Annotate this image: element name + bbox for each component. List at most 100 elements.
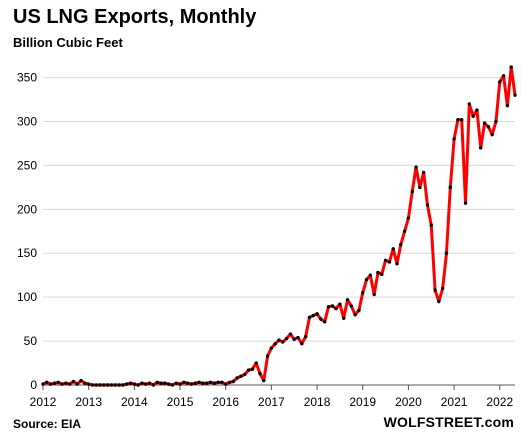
data-point bbox=[342, 316, 346, 320]
data-point bbox=[79, 378, 83, 383]
data-point bbox=[273, 342, 277, 346]
data-point bbox=[315, 312, 319, 316]
data-point bbox=[151, 383, 156, 387]
data-point bbox=[349, 304, 354, 308]
x-tick-label: 2022 bbox=[486, 395, 513, 409]
data-point bbox=[368, 273, 373, 277]
data-point bbox=[425, 203, 430, 207]
data-point bbox=[380, 272, 384, 277]
y-tick-label: 0 bbox=[30, 378, 37, 392]
data-point bbox=[364, 277, 369, 282]
data-point bbox=[479, 146, 483, 150]
data-point bbox=[185, 381, 190, 385]
data-point bbox=[444, 251, 449, 255]
data-point bbox=[117, 383, 121, 387]
data-point bbox=[159, 381, 163, 385]
data-point bbox=[235, 376, 239, 380]
data-point bbox=[486, 125, 491, 129]
data-point bbox=[64, 381, 68, 385]
x-tick-label: 2014 bbox=[121, 395, 148, 409]
data-point bbox=[277, 338, 281, 342]
data-point bbox=[224, 382, 228, 386]
x-tick-label: 2020 bbox=[395, 395, 422, 409]
data-point bbox=[128, 381, 133, 385]
data-point bbox=[163, 381, 167, 385]
data-point bbox=[67, 382, 72, 386]
source-note: Source: EIA bbox=[13, 417, 82, 431]
data-point bbox=[288, 332, 293, 336]
data-point bbox=[326, 305, 331, 309]
x-tick-label: 2015 bbox=[167, 395, 194, 409]
data-point bbox=[406, 216, 411, 220]
brand-watermark: WOLFSTREET.com bbox=[383, 414, 514, 430]
x-tick-label: 2013 bbox=[75, 395, 102, 409]
data-point bbox=[475, 108, 479, 112]
data-point bbox=[52, 381, 57, 385]
data-point bbox=[98, 383, 102, 387]
data-point bbox=[83, 381, 87, 385]
data-point bbox=[201, 381, 205, 385]
data-point bbox=[178, 382, 182, 386]
x-tick-label: 2016 bbox=[212, 395, 239, 409]
data-point bbox=[86, 382, 91, 386]
data-point bbox=[174, 381, 178, 385]
data-point bbox=[410, 190, 414, 194]
data-point bbox=[197, 380, 201, 385]
data-point bbox=[505, 103, 510, 108]
data-point bbox=[170, 383, 175, 387]
data-point bbox=[509, 65, 513, 69]
data-point bbox=[269, 346, 274, 350]
data-point bbox=[113, 383, 118, 387]
x-tick-label: 2019 bbox=[349, 395, 376, 409]
x-tick-label: 2012 bbox=[30, 395, 57, 409]
y-tick-label: 50 bbox=[24, 334, 38, 348]
x-tick-label: 2018 bbox=[304, 395, 331, 409]
data-point bbox=[125, 382, 129, 386]
y-tick-label: 300 bbox=[17, 114, 37, 128]
data-point bbox=[204, 381, 209, 385]
data-point bbox=[490, 132, 494, 137]
data-point bbox=[334, 306, 338, 311]
data-point bbox=[501, 74, 506, 78]
data-point bbox=[132, 382, 137, 386]
data-point bbox=[250, 367, 255, 371]
data-point bbox=[227, 380, 232, 385]
data-point bbox=[513, 93, 517, 97]
chart-subtitle: Billion Cubic Feet bbox=[13, 35, 123, 50]
data-point bbox=[402, 229, 407, 233]
data-point bbox=[212, 381, 216, 385]
data-point bbox=[399, 242, 403, 247]
data-point bbox=[456, 118, 460, 122]
data-point bbox=[216, 380, 220, 385]
data-point bbox=[391, 247, 395, 251]
data-point bbox=[414, 165, 418, 169]
data-point bbox=[482, 121, 487, 125]
data-point bbox=[90, 383, 95, 387]
data-point bbox=[433, 288, 437, 292]
y-tick-label: 200 bbox=[17, 202, 37, 216]
data-point bbox=[284, 336, 289, 341]
data-point bbox=[281, 340, 285, 344]
data-point bbox=[429, 223, 433, 227]
data-point bbox=[102, 383, 106, 387]
data-point bbox=[121, 383, 125, 387]
data-point bbox=[376, 270, 380, 275]
data-point bbox=[361, 291, 365, 295]
data-point bbox=[467, 102, 472, 106]
data-point bbox=[246, 368, 251, 372]
data-point bbox=[463, 201, 468, 205]
data-point bbox=[345, 298, 350, 302]
data-point bbox=[147, 381, 152, 385]
data-point bbox=[330, 304, 334, 308]
data-point bbox=[322, 320, 327, 324]
data-point bbox=[208, 380, 213, 385]
data-point bbox=[109, 383, 114, 387]
data-point bbox=[189, 382, 194, 386]
data-point bbox=[106, 383, 110, 387]
data-point bbox=[311, 313, 315, 318]
data-point bbox=[254, 361, 258, 365]
data-point bbox=[296, 335, 300, 340]
data-point bbox=[372, 292, 376, 297]
data-point bbox=[300, 342, 304, 346]
